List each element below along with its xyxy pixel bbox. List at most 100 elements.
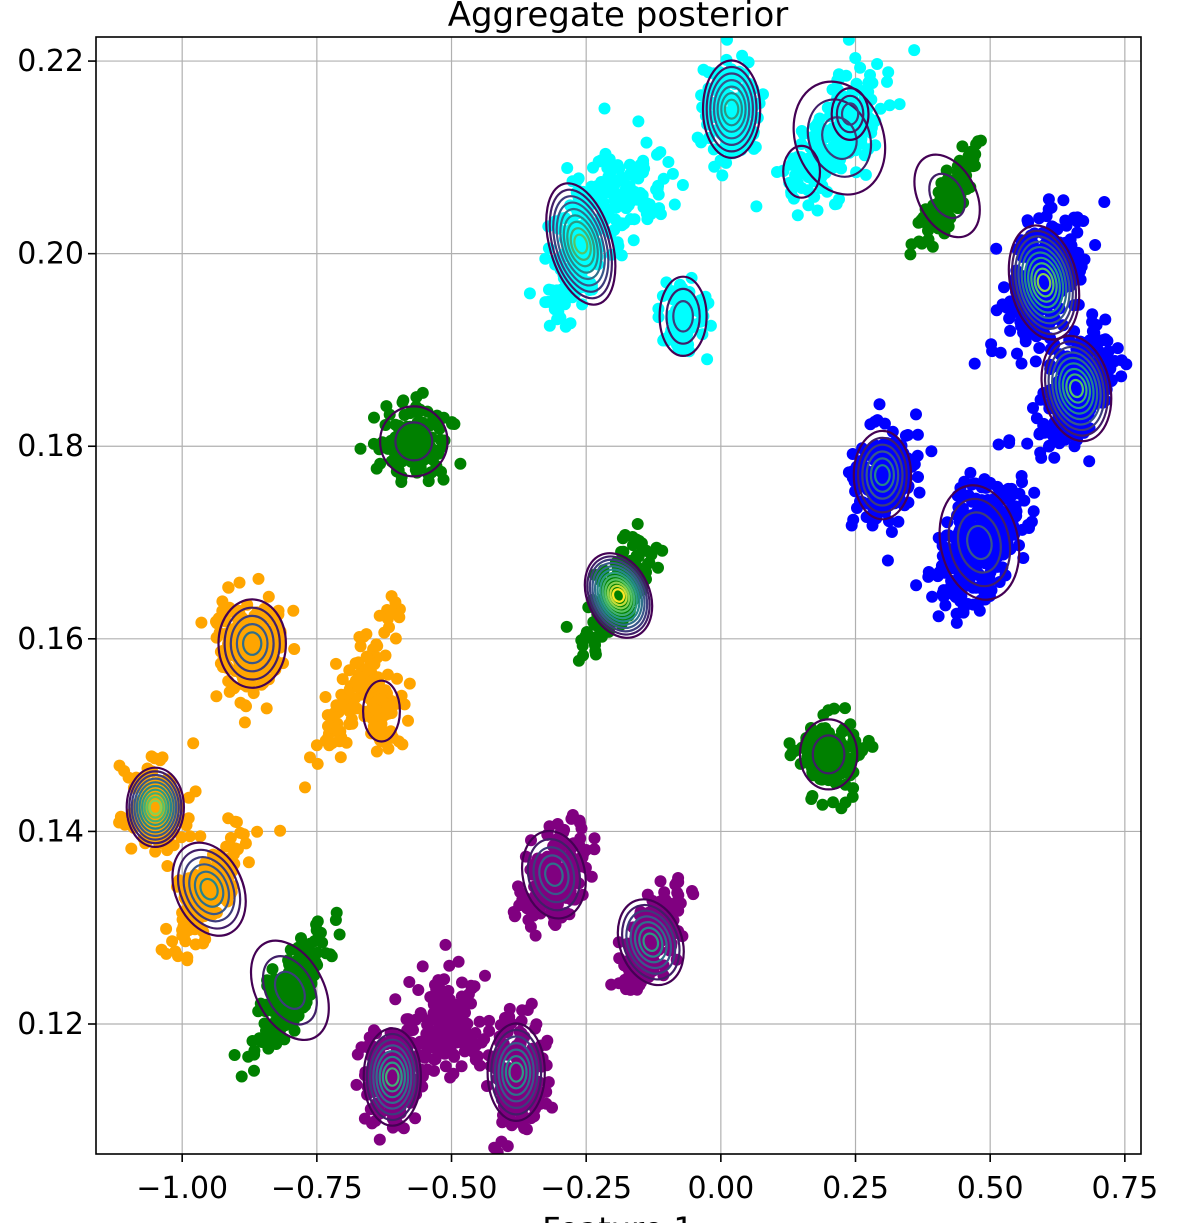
scatter-point	[370, 638, 383, 651]
scatter-point	[392, 735, 405, 748]
scatter-point	[454, 457, 467, 470]
scatter-point	[311, 915, 324, 928]
scatter-point	[885, 526, 898, 538]
scatter-point	[853, 748, 866, 761]
scatter-point	[716, 169, 729, 182]
scatter-point	[862, 85, 875, 98]
scatter-point	[224, 831, 237, 844]
contour-line	[709, 72, 754, 147]
scatter-point	[189, 785, 202, 798]
scatter-point	[983, 571, 996, 584]
scatter-point	[242, 1050, 255, 1063]
scatter-point	[237, 828, 250, 841]
scatter-point	[816, 722, 829, 735]
scatter-point	[1111, 342, 1124, 355]
scatter-point	[785, 158, 797, 171]
scatter-point	[874, 102, 887, 115]
scatter-point	[1015, 320, 1028, 333]
scatter-point	[904, 248, 917, 261]
scatter-point	[575, 238, 588, 251]
scatter-point	[789, 744, 802, 757]
scatter-point	[543, 319, 556, 332]
scatter-point	[350, 1078, 363, 1091]
contour-line	[497, 1041, 535, 1103]
scatter-point	[379, 649, 392, 662]
y-tick-label: 0.12	[17, 1007, 84, 1042]
scatter-point	[274, 824, 287, 837]
scatter-point	[403, 445, 416, 458]
scatter-point	[953, 502, 966, 515]
scatter-point	[981, 494, 994, 506]
contour-line	[501, 1048, 532, 1096]
contour-line	[130, 773, 180, 841]
scatter-point	[704, 319, 717, 332]
scatter-point	[615, 217, 628, 230]
scatter-point	[382, 742, 395, 755]
scatter-point	[456, 976, 468, 989]
scatter-point	[847, 513, 860, 526]
contour-line	[135, 781, 175, 834]
scatter-point	[540, 1058, 552, 1071]
scatter-point	[416, 960, 429, 973]
scatter-point	[447, 1026, 460, 1039]
scatter-point	[358, 1112, 371, 1125]
scatter-point	[925, 445, 938, 458]
scatter-point	[973, 604, 986, 617]
contour-line	[642, 932, 660, 952]
contour-line	[133, 777, 178, 838]
scatter-point	[908, 458, 921, 471]
scatter-point	[968, 357, 981, 370]
scatter-point	[587, 161, 599, 174]
scatter-point	[1003, 493, 1016, 506]
scatter-point	[654, 208, 667, 221]
scatter-point	[933, 566, 946, 579]
scatter-point	[998, 281, 1010, 294]
scatter-point	[368, 411, 380, 424]
density-contours	[125, 59, 1113, 1127]
scatter-point	[599, 147, 612, 160]
scatter-point	[892, 515, 905, 528]
scatter-point	[842, 37, 855, 46]
scatter-point	[560, 620, 573, 633]
contour-line	[583, 552, 654, 639]
scatter-point	[183, 924, 195, 936]
contour-line	[658, 275, 708, 357]
scatter-point	[370, 1027, 382, 1040]
scatter-point	[397, 1122, 410, 1135]
scatter-point	[160, 922, 173, 935]
scatter-point	[288, 990, 301, 1003]
scatter-points	[113, 37, 1133, 1154]
scatter-point	[334, 751, 347, 764]
scatter-point	[396, 396, 409, 409]
contour-line	[241, 631, 263, 656]
scatter-point	[235, 1070, 248, 1083]
contour-line	[1061, 367, 1092, 410]
contour-line	[1027, 256, 1061, 309]
scatter-point	[905, 238, 918, 251]
scatter-point	[210, 690, 223, 703]
contour-line	[840, 102, 860, 126]
scatter-point	[864, 74, 877, 87]
contour-line	[569, 227, 592, 261]
scatter-point	[750, 200, 763, 213]
y-tick-label: 0.14	[17, 814, 84, 849]
scatter-point	[396, 432, 409, 445]
scatter-point	[392, 419, 405, 432]
scatter-point	[910, 579, 923, 592]
contour-line	[1023, 251, 1065, 314]
scatter-point	[871, 58, 884, 70]
scatter-point	[1054, 348, 1066, 361]
contour-line	[616, 898, 685, 987]
scatter-point	[194, 830, 207, 843]
scatter-point	[418, 1051, 431, 1064]
scatter-point	[588, 843, 601, 856]
scatter-point	[354, 442, 367, 455]
scatter-point	[811, 204, 824, 217]
contour-line	[273, 970, 306, 1010]
scatter-point	[409, 1112, 422, 1125]
scatter-point	[791, 209, 804, 222]
scatter-point	[994, 346, 1007, 359]
contour-line	[593, 565, 644, 626]
scatter-point	[839, 702, 851, 715]
